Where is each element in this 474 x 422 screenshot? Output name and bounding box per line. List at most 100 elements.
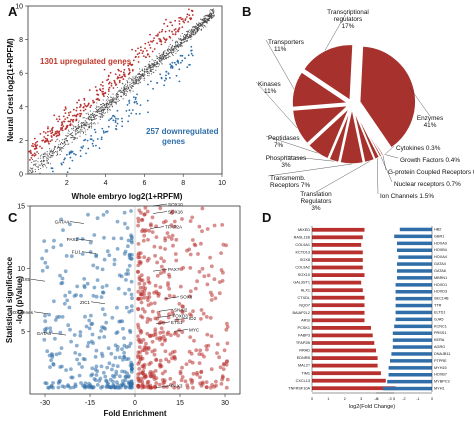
upregulated-gene-point	[65, 107, 67, 110]
up-gene-label: KCTD13	[295, 251, 310, 255]
depleted-gene-point	[98, 376, 103, 381]
depleted-gene-point	[107, 253, 112, 258]
downregulated-gene-point	[96, 138, 99, 140]
depleted-gene-point	[60, 384, 65, 389]
depleted-gene-point	[110, 315, 115, 320]
background-gene-point	[84, 122, 86, 124]
downregulated-gene-point	[69, 156, 72, 159]
upregulated-gene-point	[132, 59, 135, 62]
depleted-gene-point	[116, 383, 120, 387]
enriched-gene-point	[199, 317, 203, 321]
enriched-gene-point	[153, 327, 158, 332]
depleted-gene-point	[62, 301, 67, 306]
background-gene-point	[197, 25, 199, 27]
depleted-gene-point	[129, 238, 134, 243]
background-gene-point	[170, 47, 172, 49]
enriched-gene-point	[158, 271, 163, 276]
enriched-gene-point	[155, 273, 160, 278]
depleted-gene-point	[59, 281, 64, 286]
background-gene-point	[44, 165, 46, 167]
downregulated-label-line2: genes	[162, 137, 186, 146]
background-gene-point	[107, 111, 109, 113]
background-gene-point	[113, 97, 115, 99]
enriched-gene-point	[136, 350, 141, 355]
background-gene-point	[148, 67, 150, 69]
background-gene-point	[91, 112, 94, 114]
enriched-gene-point	[217, 355, 222, 360]
gene-annotation: TFAP2A	[165, 225, 183, 230]
annotation-arrow	[173, 317, 189, 321]
background-gene-point	[44, 163, 46, 165]
enriched-gene-point	[167, 293, 172, 298]
background-gene-point	[179, 41, 181, 44]
downregulated-gene-point	[95, 144, 97, 147]
depleted-gene-point	[99, 295, 104, 299]
enriched-gene-point	[142, 281, 147, 286]
depleted-gene-point	[99, 385, 103, 390]
downregulated-gene-point	[184, 57, 186, 60]
background-gene-point	[81, 124, 83, 126]
enriched-gene-point	[194, 348, 199, 353]
downregulated-gene-point	[128, 109, 131, 112]
enriched-gene-point	[215, 351, 219, 355]
annotation-arrow	[164, 296, 180, 299]
background-gene-point	[56, 154, 58, 157]
enriched-gene-point	[199, 241, 203, 246]
background-gene-point	[186, 33, 189, 35]
pie-label-value: 3%	[311, 205, 321, 212]
depleted-gene-point	[82, 284, 87, 288]
enriched-gene-point	[137, 281, 142, 286]
background-gene-point	[148, 72, 150, 74]
downregulated-gene-point	[135, 113, 138, 115]
downregulated-gene-point	[191, 54, 194, 57]
upregulated-gene-point	[75, 109, 78, 112]
pie-label-value: 17%	[342, 23, 355, 30]
upregulated-gene-point	[69, 111, 72, 113]
upregulated-gene-point	[65, 126, 68, 129]
enriched-gene-point	[139, 376, 144, 381]
upregulated-gene-point	[83, 103, 86, 105]
background-gene-point	[211, 14, 213, 16]
up-gene-label: TFAP2B	[296, 341, 311, 345]
annotation-arrow	[33, 311, 49, 315]
upregulated-gene-point	[53, 114, 56, 117]
pie-label-text: Phosphatases	[266, 155, 307, 162]
depleted-gene-point	[127, 263, 132, 268]
background-gene-point	[40, 161, 43, 163]
y-tick-label: 0	[19, 172, 23, 179]
downregulated-gene-point	[181, 59, 184, 62]
depleted-gene-point	[111, 363, 116, 368]
background-gene-point	[125, 94, 128, 96]
background-gene-point	[126, 81, 128, 83]
up-gene-label: ARSI	[301, 318, 310, 322]
depleted-gene-point	[59, 346, 64, 350]
upregulated-gene-point	[188, 8, 190, 11]
background-gene-point	[111, 103, 113, 105]
background-gene-point	[38, 164, 40, 166]
downregulated-gene-point	[138, 112, 141, 115]
background-gene-point	[155, 66, 157, 68]
background-gene-point	[87, 129, 89, 131]
background-gene-point	[130, 86, 132, 88]
depleted-gene-point	[101, 213, 106, 217]
downregulated-gene-point	[159, 73, 162, 76]
upregulated-gene-point	[32, 153, 34, 156]
background-gene-point	[59, 149, 61, 151]
background-gene-point	[167, 47, 169, 49]
enriched-gene-point	[139, 273, 144, 278]
background-gene-point	[101, 115, 104, 117]
upregulated-gene-point	[153, 48, 156, 50]
upregulated-gene-point	[33, 137, 36, 140]
background-gene-point	[188, 35, 191, 37]
background-gene-point	[191, 30, 193, 32]
upregulated-gene-point	[158, 31, 161, 34]
background-gene-point	[139, 74, 142, 76]
enriched-gene-point	[212, 384, 217, 389]
enriched-gene-point	[169, 223, 174, 228]
enriched-gene-point	[205, 385, 209, 390]
background-gene-point	[32, 167, 34, 169]
downregulated-gene-point	[188, 64, 191, 66]
downregulated-gene-point	[180, 61, 182, 64]
downregulated-gene-point	[90, 138, 93, 141]
